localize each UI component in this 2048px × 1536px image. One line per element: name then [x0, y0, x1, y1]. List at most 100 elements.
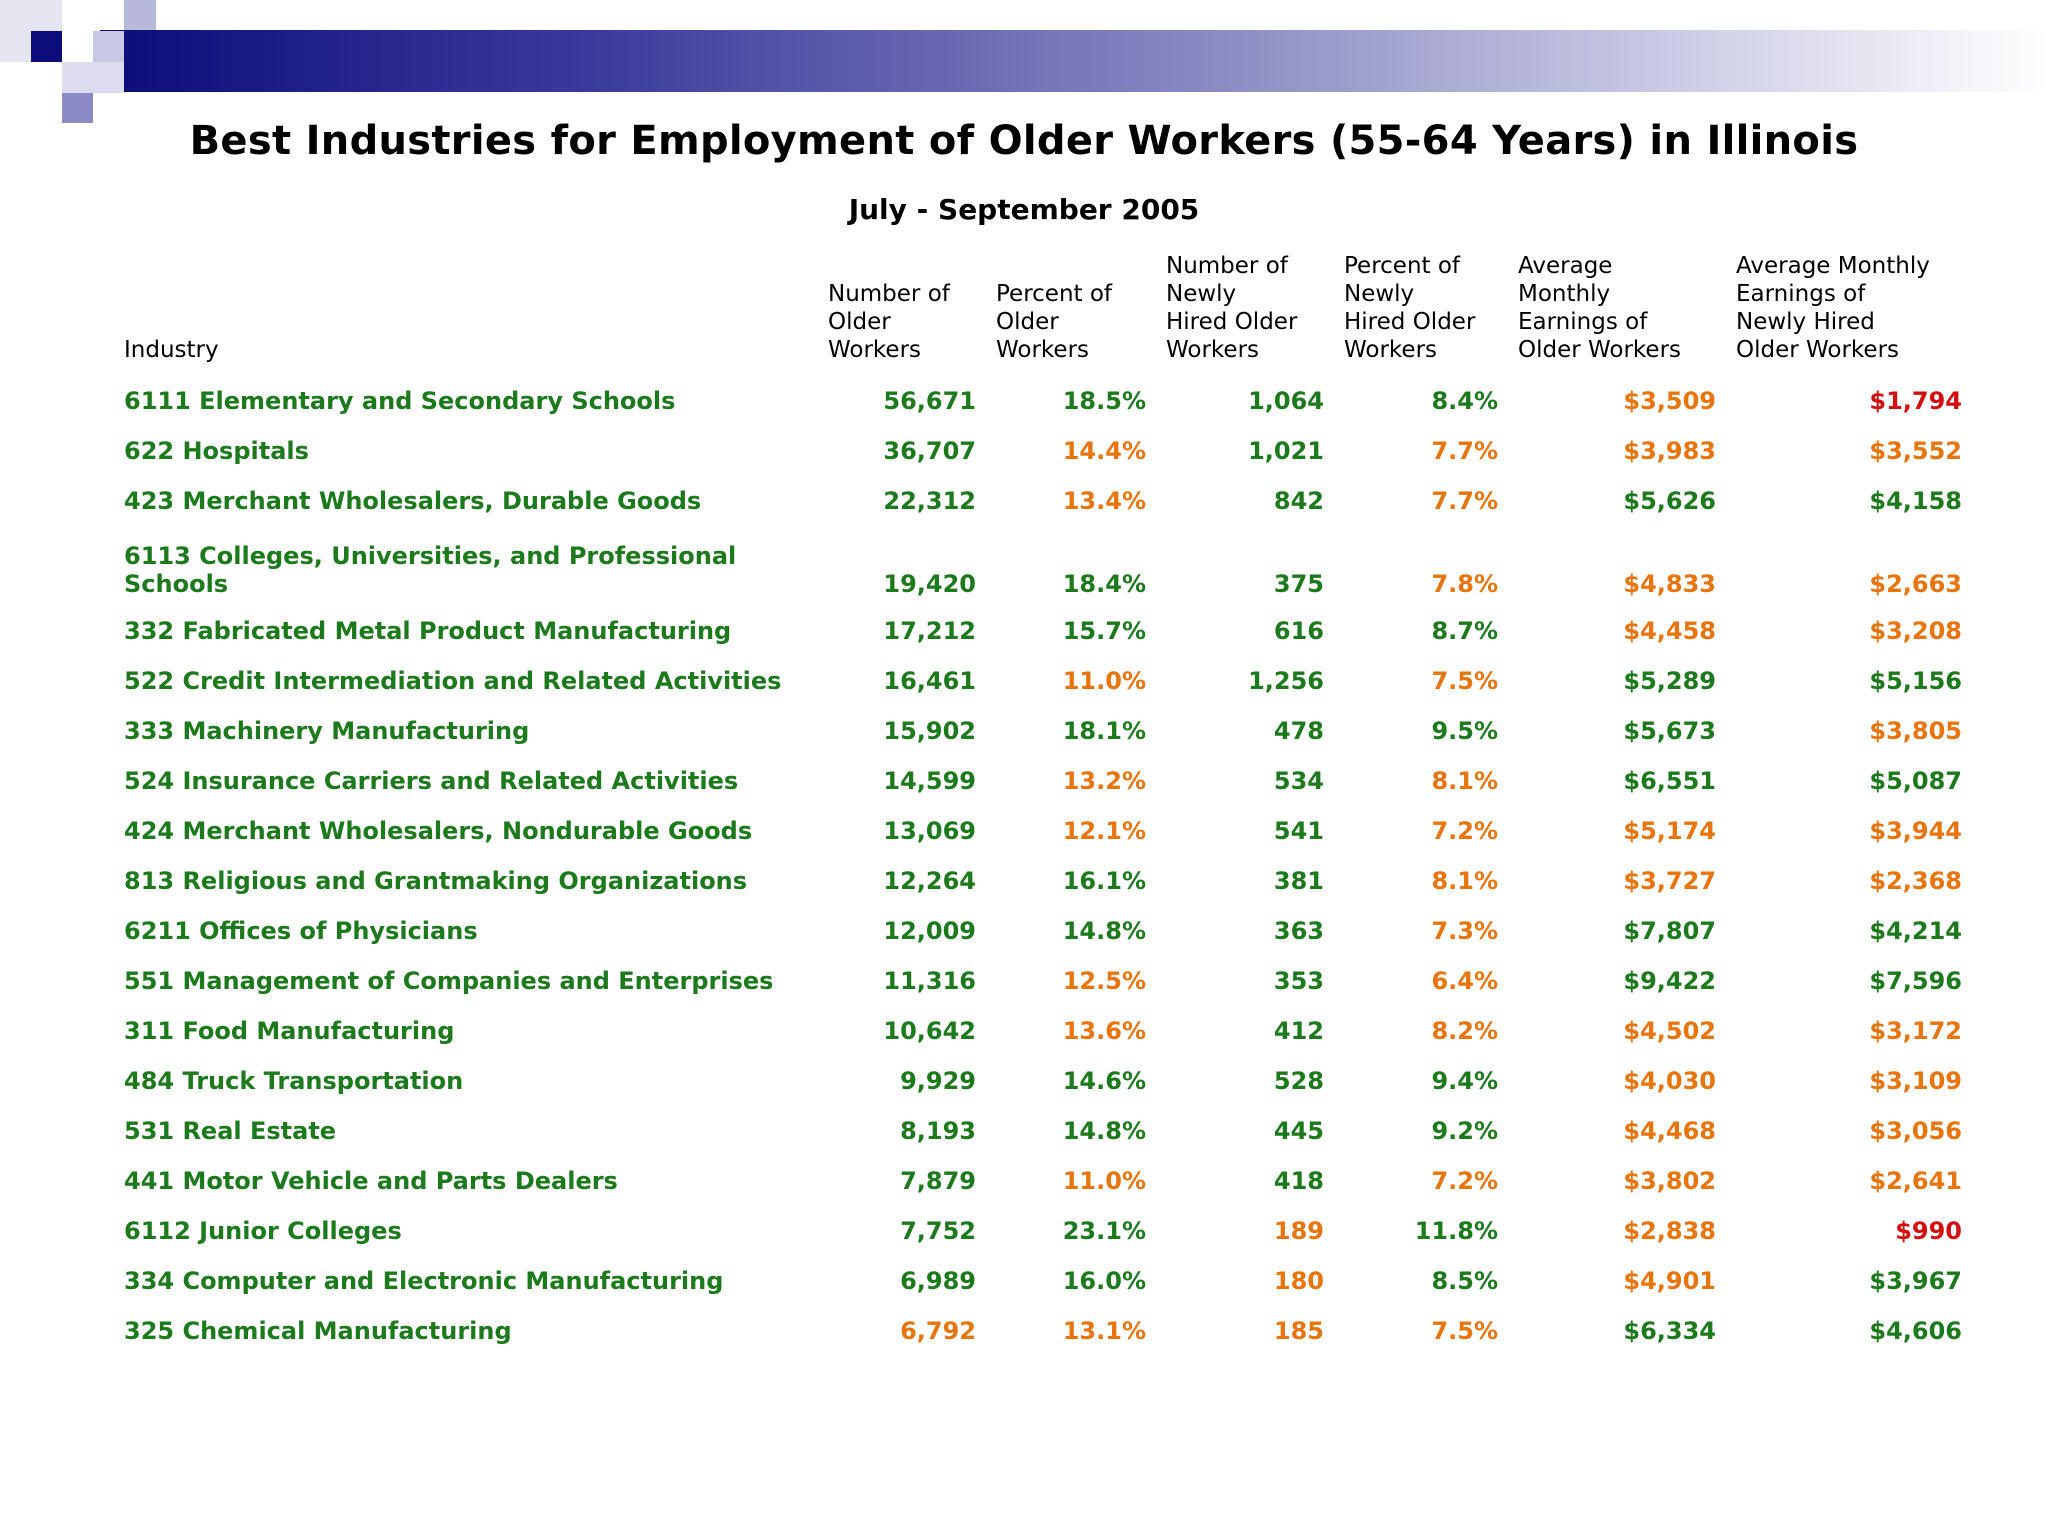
page-subtitle: July - September 2005: [848, 193, 1200, 226]
avg-earnings-new-hires-cell: $1,794: [1869, 387, 1962, 415]
col-header-pct-older-workers: Percent of Older Workers: [996, 281, 1113, 363]
newly-hired-cell: 1,256: [1248, 667, 1324, 695]
older-workers-cell: 9,929: [900, 1067, 976, 1095]
deco-square-dark: [31, 31, 62, 62]
pct-older-workers-cell: 13.4%: [1062, 487, 1146, 515]
avg-earnings-new-hires-cell: $3,172: [1869, 1017, 1962, 1045]
pct-older-workers-cell: 13.1%: [1062, 1317, 1146, 1345]
col-header-newly-hired: Number of Newly Hired Older Workers: [1166, 253, 1298, 363]
avg-earnings-new-hires-cell: $3,944: [1869, 817, 1962, 845]
table-row: 551 Management of Companies and Enterpri…: [114, 956, 1972, 1006]
newly-hired-cell: 534: [1273, 767, 1324, 795]
industry-cell: 6211 Offices of Physicians: [124, 917, 478, 945]
pct-older-workers-cell: 13.2%: [1062, 767, 1146, 795]
older-workers-cell: 10,642: [883, 1017, 976, 1045]
avg-earnings-cell: $4,502: [1623, 1017, 1716, 1045]
industry-cell: 332 Fabricated Metal Product Manufacturi…: [124, 617, 732, 645]
industry-cell: 6113 Colleges, Universities, and Profess…: [124, 542, 737, 598]
pct-older-workers-cell: 13.6%: [1062, 1017, 1146, 1045]
older-workers-cell: 22,312: [883, 487, 976, 515]
pct-older-workers-cell: 18.1%: [1062, 717, 1146, 745]
avg-earnings-cell: $3,509: [1623, 387, 1716, 415]
pct-newly-hired-cell: 8.7%: [1431, 617, 1498, 645]
older-workers-cell: 14,599: [883, 767, 976, 795]
deco-square-mid: [124, 0, 156, 30]
pct-newly-hired-cell: 7.3%: [1431, 917, 1498, 945]
pct-older-workers-cell: 14.4%: [1062, 437, 1146, 465]
pct-newly-hired-cell: 7.7%: [1431, 437, 1498, 465]
newly-hired-cell: 180: [1273, 1267, 1324, 1295]
avg-earnings-cell: $4,458: [1623, 617, 1716, 645]
table-row: 325 Chemical Manufacturing 6,792 13.1% 185 7…: [114, 1306, 1972, 1356]
table-row: 531 Real Estate 8,193 14.8% 445 9.2% $4,468 $3…: [114, 1106, 1972, 1156]
table-row: 6111 Elementary and Secondary Schools 56,…: [114, 376, 1972, 426]
newly-hired-cell: 1,064: [1248, 387, 1324, 415]
table-row: 522 Credit Intermediation and Related Ac…: [114, 656, 1972, 706]
table-row: 424 Merchant Wholesalers, Nondurable Goo…: [114, 806, 1972, 856]
avg-earnings-new-hires-cell: $3,109: [1869, 1067, 1962, 1095]
avg-earnings-cell: $4,833: [1623, 570, 1716, 598]
newly-hired-cell: 412: [1273, 1017, 1324, 1045]
industry-cell: 424 Merchant Wholesalers, Nondurable Goo…: [124, 817, 753, 845]
newly-hired-cell: 381: [1273, 867, 1324, 895]
pct-newly-hired-cell: 7.7%: [1431, 487, 1498, 515]
pct-older-workers-cell: 16.1%: [1062, 867, 1146, 895]
newly-hired-cell: 842: [1273, 487, 1324, 515]
col-header-industry: Industry: [124, 337, 219, 363]
avg-earnings-cell: $5,626: [1623, 487, 1716, 515]
table-row: 441 Motor Vehicle and Parts Dealers 7,879…: [114, 1156, 1972, 1206]
pct-older-workers-cell: 18.4%: [1062, 570, 1146, 598]
avg-earnings-cell: $3,727: [1623, 867, 1716, 895]
older-workers-cell: 12,264: [883, 867, 976, 895]
older-workers-cell: 15,902: [883, 717, 976, 745]
table-row: 334 Computer and Electronic Manufacturin…: [114, 1256, 1972, 1306]
newly-hired-cell: 375: [1273, 570, 1324, 598]
col-header-older-workers: Number of Older Workers: [828, 281, 950, 363]
avg-earnings-cell: $9,422: [1623, 967, 1716, 995]
avg-earnings-new-hires-cell: $4,606: [1869, 1317, 1962, 1345]
table-row: 622 Hospitals 36,707 14.4% 1,021 7.7% $3,983 $…: [114, 426, 1972, 476]
avg-earnings-new-hires-cell: $3,208: [1869, 617, 1962, 645]
older-workers-cell: 17,212: [883, 617, 976, 645]
pct-newly-hired-cell: 7.2%: [1431, 817, 1498, 845]
older-workers-cell: 11,316: [883, 967, 976, 995]
pct-older-workers-cell: 12.1%: [1062, 817, 1146, 845]
pct-newly-hired-cell: 11.8%: [1414, 1217, 1498, 1245]
col-header-pct-newly-hired: Percent of Newly Hired Older Workers: [1344, 253, 1476, 363]
older-workers-cell: 56,671: [883, 387, 976, 415]
newly-hired-cell: 185: [1273, 1317, 1324, 1345]
table-row: 524 Insurance Carriers and Related Activ…: [114, 756, 1972, 806]
pct-newly-hired-cell: 7.2%: [1431, 1167, 1498, 1195]
avg-earnings-cell: $4,468: [1623, 1117, 1716, 1145]
newly-hired-cell: 1,021: [1248, 437, 1324, 465]
industry-cell: 484 Truck Transportation: [124, 1067, 464, 1095]
older-workers-cell: 12,009: [883, 917, 976, 945]
newly-hired-cell: 445: [1273, 1117, 1324, 1145]
pct-older-workers-cell: 14.8%: [1062, 917, 1146, 945]
industry-cell: 6112 Junior Colleges: [124, 1217, 402, 1245]
industry-cell: 622 Hospitals: [124, 437, 309, 465]
industry-cell: 311 Food Manufacturing: [124, 1017, 455, 1045]
pct-newly-hired-cell: 9.2%: [1431, 1117, 1498, 1145]
pct-newly-hired-cell: 9.5%: [1431, 717, 1498, 745]
industry-cell: 813 Religious and Grantmaking Organizati…: [124, 867, 748, 895]
avg-earnings-new-hires-cell: $5,087: [1869, 767, 1962, 795]
newly-hired-cell: 541: [1273, 817, 1324, 845]
industry-cell: 531 Real Estate: [124, 1117, 337, 1145]
industry-cell: 522 Credit Intermediation and Related Ac…: [124, 667, 782, 695]
industry-cell: 325 Chemical Manufacturing: [124, 1317, 512, 1345]
newly-hired-cell: 528: [1273, 1067, 1324, 1095]
pct-older-workers-cell: 11.0%: [1062, 667, 1146, 695]
page-title: Best Industries for Employment of Older …: [189, 118, 1859, 164]
older-workers-cell: 7,752: [900, 1217, 976, 1245]
pct-older-workers-cell: 14.8%: [1062, 1117, 1146, 1145]
pct-older-workers-cell: 18.5%: [1062, 387, 1146, 415]
avg-earnings-new-hires-cell: $4,158: [1869, 487, 1962, 515]
newly-hired-cell: 189: [1273, 1217, 1324, 1245]
avg-earnings-cell: $6,334: [1623, 1317, 1716, 1345]
older-workers-cell: 7,879: [900, 1167, 976, 1195]
table-header-row: Industry Number of Older Workers Percent…: [114, 244, 1972, 376]
avg-earnings-new-hires-cell: $2,641: [1869, 1167, 1962, 1195]
avg-earnings-cell: $3,983: [1623, 437, 1716, 465]
pct-newly-hired-cell: 8.5%: [1431, 1267, 1498, 1295]
